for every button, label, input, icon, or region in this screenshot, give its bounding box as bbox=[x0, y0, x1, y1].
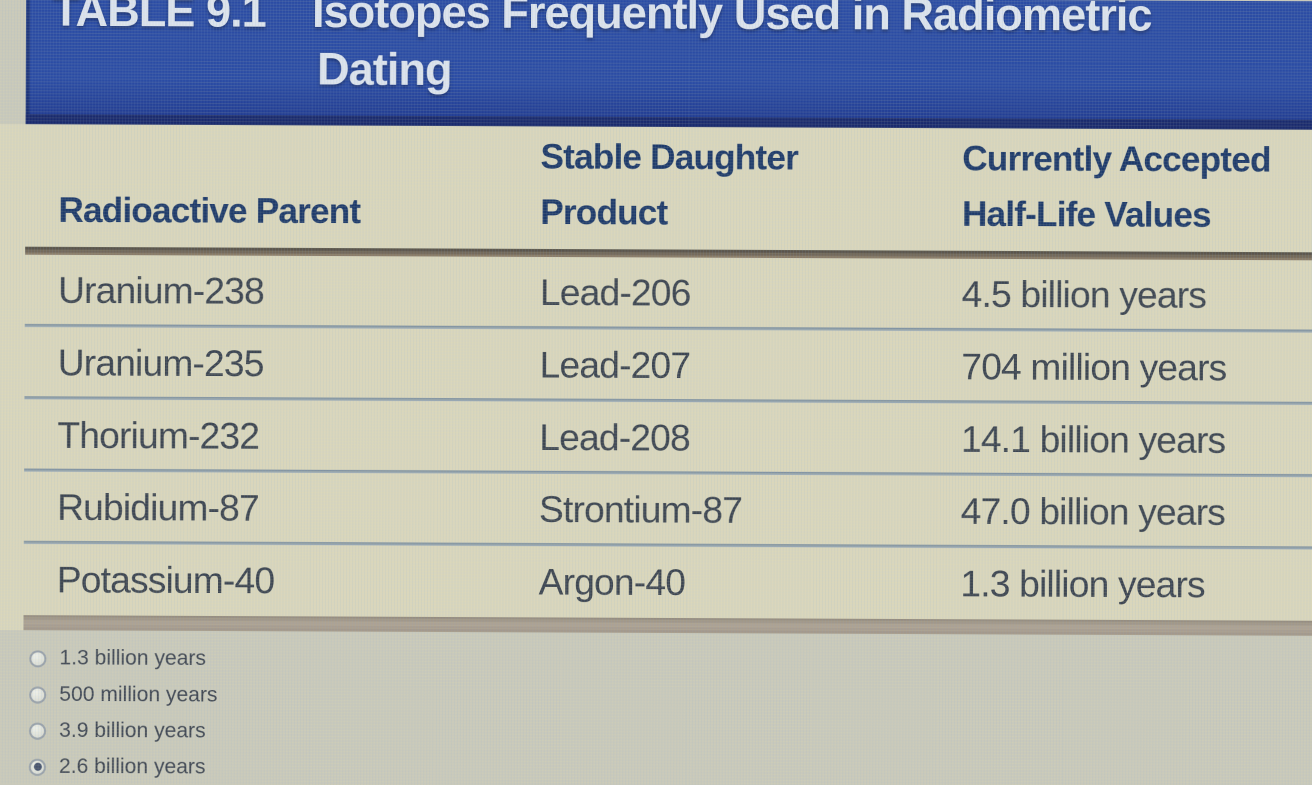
radio-button-icon[interactable] bbox=[29, 685, 47, 704]
answer-option-1[interactable]: 1.3 billion years bbox=[29, 640, 217, 677]
cell-half-life: 14.1 billion years bbox=[960, 418, 1226, 461]
cell-parent: Uranium-235 bbox=[57, 342, 264, 385]
cell-half-life: 1.3 billion years bbox=[960, 563, 1205, 606]
table-row: Uranium-238 Lead-206 4.5 billion years bbox=[0, 255, 1312, 333]
cell-half-life: 47.0 billion years bbox=[960, 490, 1226, 534]
cell-parent: Potassium-40 bbox=[56, 559, 275, 602]
table-body: Uranium-238 Lead-206 4.5 billion years U… bbox=[0, 255, 1312, 622]
table-row: Potassium-40 Argon-40 1.3 billion years bbox=[0, 544, 1312, 622]
cell-daughter: Argon-40 bbox=[538, 561, 686, 603]
cell-daughter: Lead-207 bbox=[539, 344, 691, 387]
cell-parent: Rubidium-87 bbox=[57, 486, 259, 529]
column-header-radioactive-parent: Radioactive Parent bbox=[0, 182, 540, 240]
cell-parent: Thorium-232 bbox=[57, 414, 260, 457]
cell-daughter: Lead-208 bbox=[539, 416, 690, 459]
answer-option-3[interactable]: 3.9 billion years bbox=[28, 713, 217, 750]
cell-half-life: 4.5 billion years bbox=[961, 273, 1207, 317]
header-line: Currently Accepted bbox=[962, 139, 1271, 180]
answer-option-label: 2.6 billion years bbox=[58, 754, 206, 779]
answer-options-group: 1.3 billion years 500 million years 3.9 … bbox=[28, 640, 218, 785]
radio-button-icon[interactable] bbox=[29, 649, 47, 667]
radio-button-icon[interactable] bbox=[28, 758, 46, 776]
answer-option-label: 500 million years bbox=[59, 682, 218, 707]
answer-option-label: 1.3 billion years bbox=[59, 646, 207, 671]
table-row: Thorium-232 Lead-208 14.1 billion years bbox=[0, 399, 1312, 477]
cell-daughter: Strontium-87 bbox=[538, 488, 743, 531]
column-header-half-life-values: Currently Accepted Half-Life Values bbox=[962, 131, 1312, 243]
header-line: Radioactive Parent bbox=[58, 190, 361, 232]
table-row: Uranium-235 Lead-207 704 million years bbox=[0, 327, 1312, 405]
cell-half-life: 704 million years bbox=[961, 346, 1227, 389]
column-header-stable-daughter-product: Stable Daughter Product bbox=[540, 129, 962, 241]
table-title-line1: Isotopes Frequently Used in Radiometric bbox=[311, 0, 1152, 41]
table-number-label: TABLE 9.1 bbox=[52, 0, 266, 37]
header-line: Half-Life Values bbox=[961, 194, 1211, 235]
table-title-banner: TABLE 9.1 Isotopes Frequently Used in Ra… bbox=[25, 0, 1312, 130]
header-line: Product bbox=[540, 192, 668, 233]
table-header-row: Radioactive Parent Stable Daughter Produ… bbox=[0, 124, 1312, 252]
table-title-line2: Dating bbox=[316, 43, 452, 95]
cell-daughter: Lead-206 bbox=[539, 272, 691, 314]
header-line: Stable Daughter bbox=[540, 137, 799, 178]
answer-option-4[interactable]: 2.6 billion years bbox=[28, 749, 217, 785]
table-row: Rubidium-87 Strontium-87 47.0 billion ye… bbox=[0, 471, 1312, 549]
answer-option-label: 3.9 billion years bbox=[59, 718, 206, 743]
radio-button-icon[interactable] bbox=[28, 722, 47, 740]
cell-parent: Uranium-238 bbox=[57, 269, 265, 312]
answer-option-2[interactable]: 500 million years bbox=[29, 676, 218, 713]
banner-line1: TABLE 9.1 Isotopes Frequently Used in Ra… bbox=[52, 0, 1312, 45]
